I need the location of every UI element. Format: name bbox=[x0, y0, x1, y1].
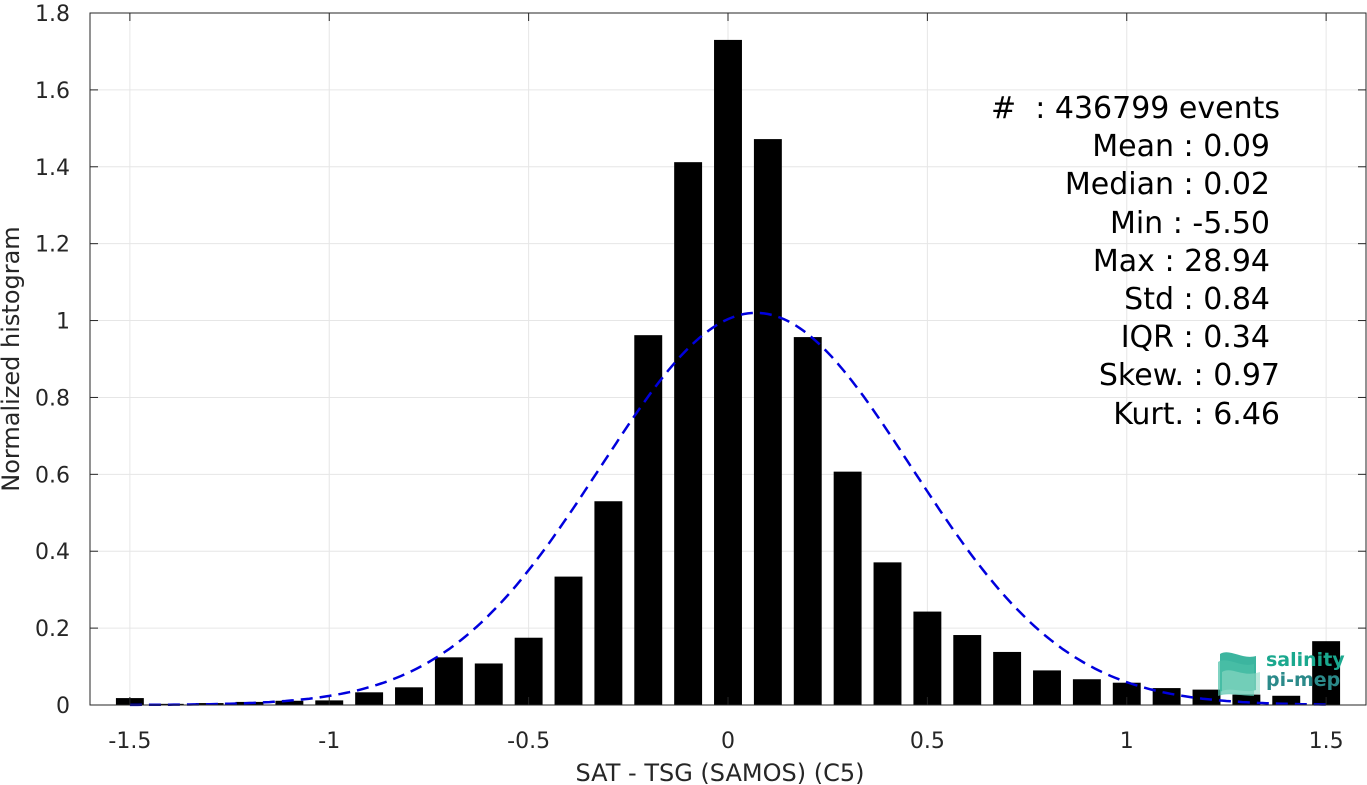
stat-line: Mean : 0.09 bbox=[1092, 129, 1270, 165]
histogram-bar bbox=[1072, 679, 1101, 705]
histogram-bar bbox=[554, 576, 583, 705]
salinity-pi-mep-logo: salinity pi-mep bbox=[1216, 646, 1346, 696]
x-tick-label: -1.5 bbox=[108, 729, 151, 754]
y-tick-label: 0.8 bbox=[35, 386, 70, 411]
histogram-bar bbox=[793, 337, 822, 705]
x-tick-label: 0.5 bbox=[910, 729, 945, 754]
stat-line: # : 436799 events bbox=[991, 91, 1280, 126]
logo-text-pi-mep: pi-mep bbox=[1266, 669, 1341, 691]
histogram-bar bbox=[1232, 694, 1261, 705]
stat-line: Skew. : 0.97 bbox=[1098, 358, 1280, 394]
wave-logo-icon bbox=[1218, 652, 1260, 696]
histogram-bar bbox=[634, 335, 663, 705]
stats-box: # : 436799 events Mean : 0.09 Median : 0.0… bbox=[940, 90, 1280, 434]
histogram-bar bbox=[714, 39, 742, 705]
histogram-bar bbox=[474, 663, 503, 705]
y-tick-label: 1.2 bbox=[35, 233, 70, 258]
stat-line: Std : 0.84 bbox=[1124, 281, 1270, 317]
y-tick-label: 0.2 bbox=[35, 617, 70, 642]
x-tick-label: -1 bbox=[318, 729, 340, 754]
histogram-bar bbox=[1112, 682, 1141, 705]
histogram-bar bbox=[434, 657, 463, 705]
histogram-bar bbox=[753, 139, 782, 705]
stat-line: Median : 0.02 bbox=[1064, 167, 1270, 203]
histogram-bar bbox=[1192, 689, 1221, 705]
histogram-bar bbox=[594, 501, 623, 705]
x-tick-label: -0.5 bbox=[507, 729, 550, 754]
histogram-bar bbox=[355, 692, 384, 705]
x-axis-label: SAT - TSG (SAMOS) (C5) bbox=[576, 759, 865, 785]
y-tick-label: 0 bbox=[56, 694, 70, 719]
x-tick-label: 0 bbox=[721, 729, 735, 754]
stat-line: IQR : 0.34 bbox=[1120, 320, 1270, 356]
x-axis-ticks: -1.5 -1 -0.5 0 0.5 1 1.5 bbox=[108, 13, 1344, 754]
histogram-bar bbox=[674, 162, 703, 706]
histogram-bar bbox=[993, 651, 1022, 705]
histogram-bar bbox=[1152, 688, 1181, 705]
histogram-bar bbox=[833, 471, 862, 705]
y-tick-label: 1.4 bbox=[35, 156, 70, 181]
y-tick-label: 0.4 bbox=[35, 540, 70, 565]
logo-text-salinity: salinity bbox=[1266, 649, 1345, 671]
x-tick-label: 1 bbox=[1120, 729, 1134, 754]
histogram-bar bbox=[1033, 670, 1061, 705]
normal-fit-curve bbox=[129, 311, 1327, 707]
y-tick-label: 1.6 bbox=[35, 79, 70, 104]
y-tick-label: 1.8 bbox=[35, 2, 70, 27]
stat-line: Min : -5.50 bbox=[1109, 205, 1270, 241]
histogram-bar bbox=[873, 562, 902, 705]
bars bbox=[115, 39, 1341, 706]
histogram-bar bbox=[913, 611, 942, 705]
histogram-bar bbox=[953, 635, 982, 705]
y-tick-label: 1 bbox=[56, 310, 70, 335]
histogram-bar bbox=[275, 700, 304, 705]
stat-line: Kurt. : 6.46 bbox=[1113, 396, 1280, 432]
x-tick-label: 1.5 bbox=[1309, 729, 1344, 754]
histogram-bar bbox=[395, 687, 423, 705]
histogram-bar bbox=[1272, 695, 1301, 705]
histogram-bar bbox=[514, 637, 543, 705]
stat-line: Max : 28.94 bbox=[1092, 243, 1270, 279]
y-axis-label: Normalized histogram bbox=[0, 226, 25, 491]
y-tick-label: 0.6 bbox=[35, 463, 70, 488]
histogram-bar bbox=[1312, 641, 1341, 705]
y-axis-ticks: 0 0.2 0.4 0.6 0.8 1 1.2 1.4 1.6 1.8 bbox=[35, 2, 1366, 719]
